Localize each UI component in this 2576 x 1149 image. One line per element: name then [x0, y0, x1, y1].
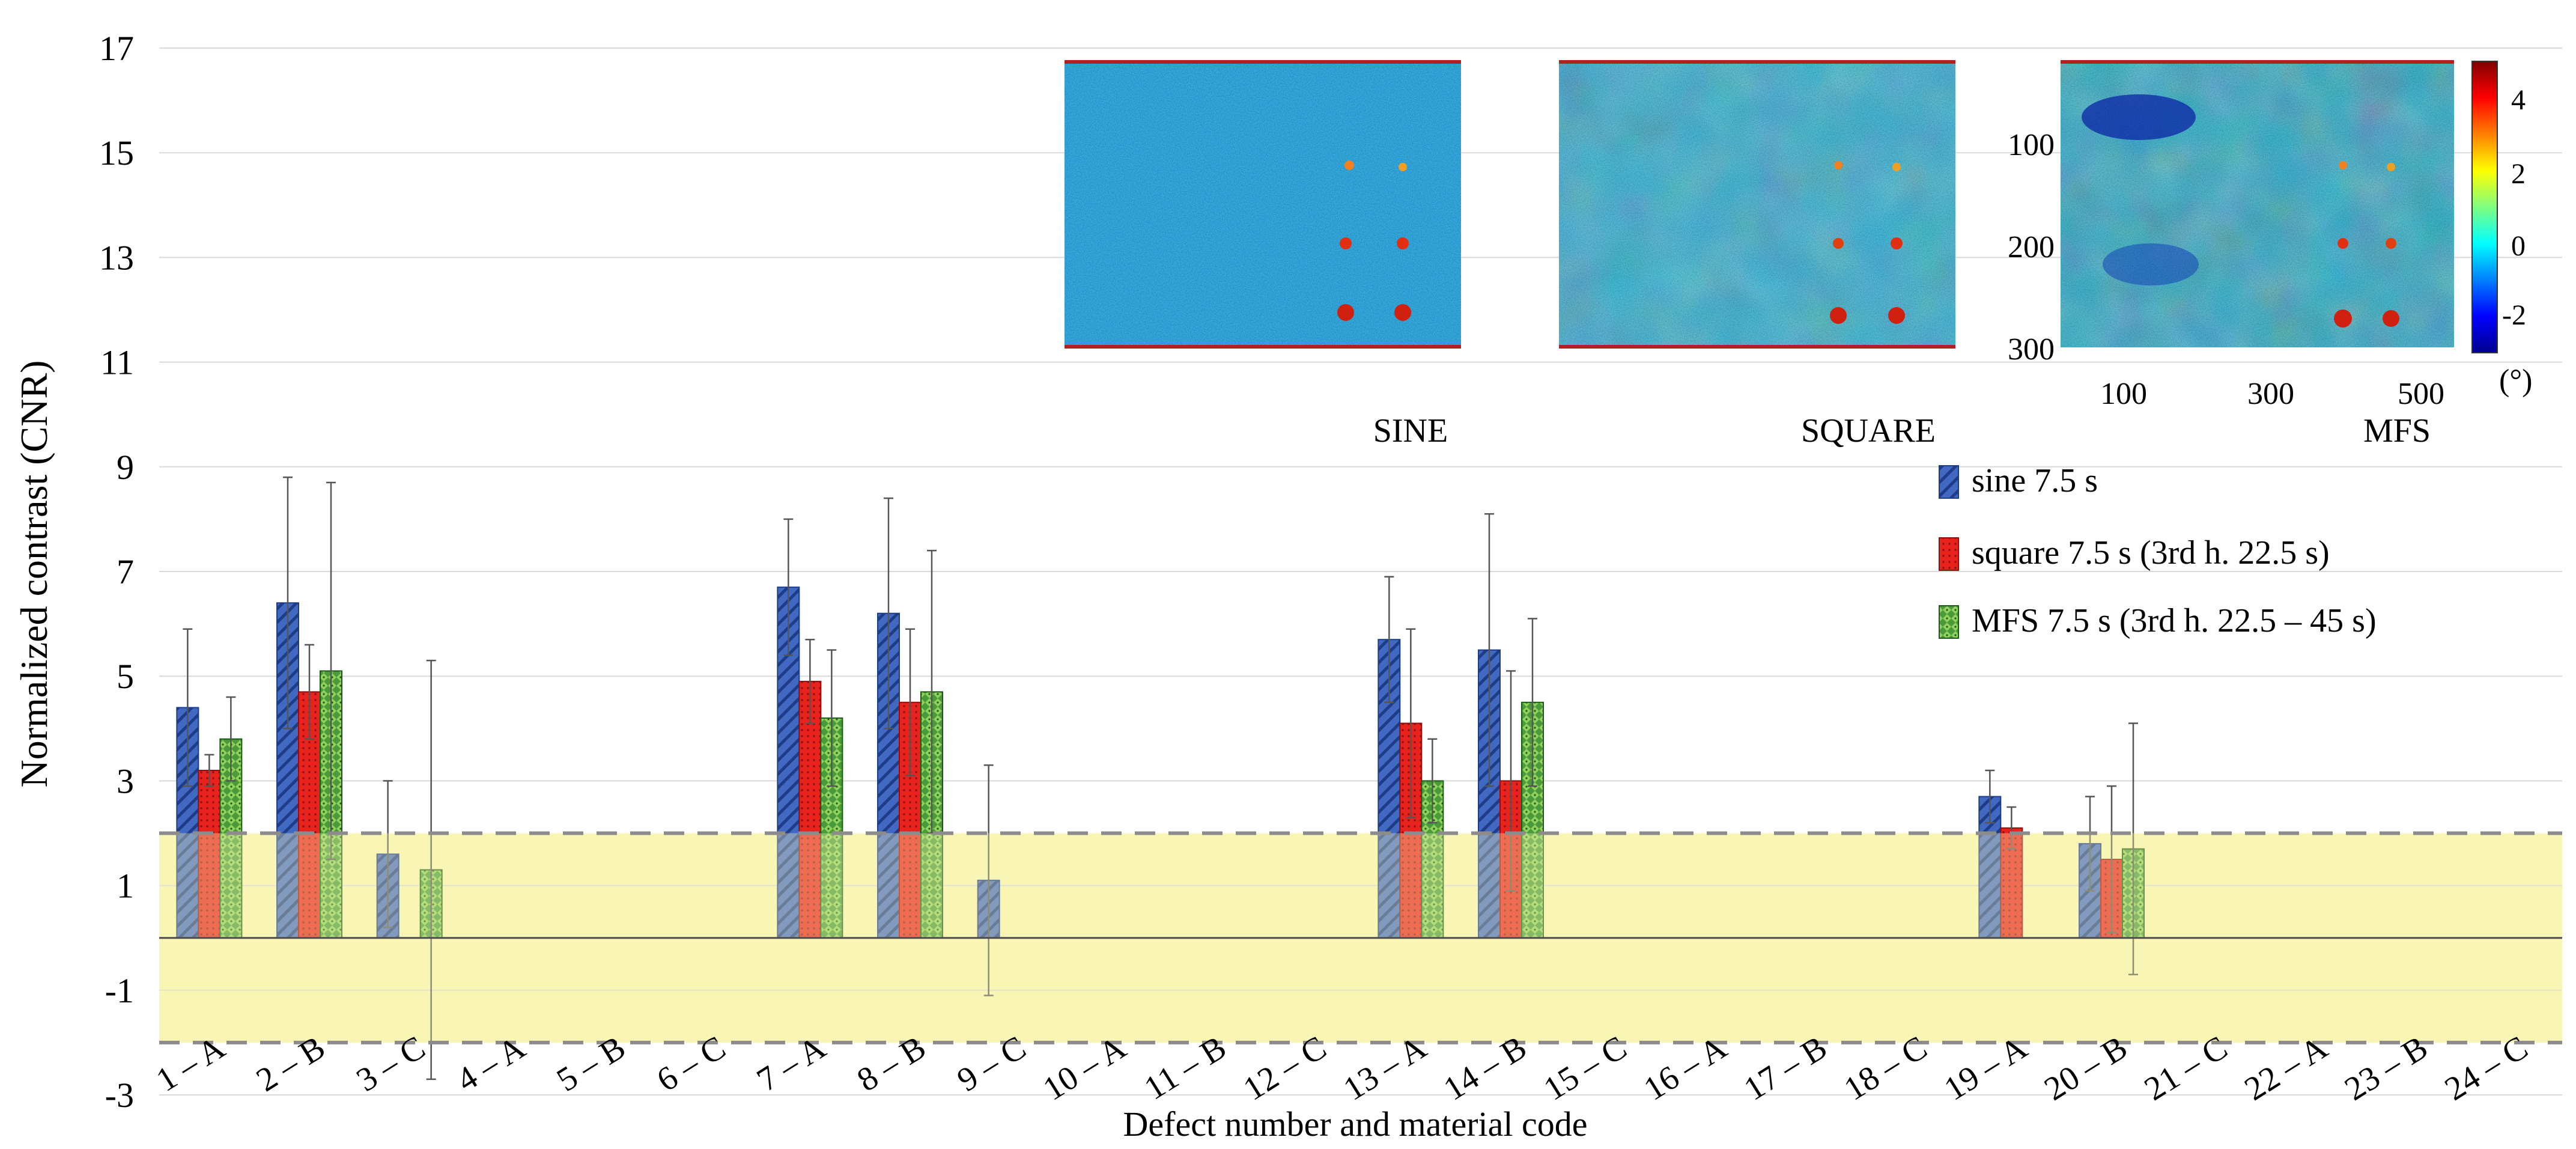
- legend-swatch-mfs: [1939, 606, 1958, 638]
- inset-phase-images: 100 200 300 100 300 500 4 2 0 -2 (°) SIN…: [1065, 60, 2532, 450]
- inset-panel-mfs: 100 200 300 100 300 500: [2008, 60, 2454, 411]
- y-tick-label: 5: [117, 657, 134, 696]
- colorbar-tick: 2: [2511, 158, 2526, 190]
- legend-label-mfs: MFS 7.5 s (3rd h. 22.5 – 45 s): [1972, 602, 2377, 639]
- colorbar-tick: 4: [2511, 84, 2526, 116]
- inset-xtick: 100: [2100, 377, 2147, 411]
- y-axis-title: Normalized contrast (CNR): [13, 361, 55, 788]
- y-tick-label: 15: [99, 133, 134, 172]
- inset-label-sine: SINE: [1373, 412, 1448, 450]
- x-axis-title: Defect number and material code: [1123, 1105, 1588, 1144]
- inset-xtick: 500: [2398, 377, 2444, 411]
- inset-ytick: 200: [2008, 230, 2055, 264]
- colorbar-unit: (°): [2499, 364, 2532, 398]
- y-tick-label: 1: [117, 867, 134, 906]
- legend-label-square: square 7.5 s (3rd h. 22.5 s): [1972, 534, 2330, 571]
- inset-panel-sine: [1065, 60, 1461, 349]
- inset-ytick: 100: [2008, 128, 2055, 162]
- legend: sine 7.5 s square 7.5 s (3rd h. 22.5 s) …: [1939, 462, 2377, 639]
- y-tick-label: -3: [105, 1076, 134, 1115]
- y-tick-label: 3: [117, 761, 134, 800]
- colorbar-tick: -2: [2502, 299, 2526, 331]
- colorbar-tick: 0: [2511, 230, 2526, 262]
- inset-label-square: SQUARE: [1801, 412, 1936, 450]
- inset-colorbar: 4 2 0 -2 (°): [2472, 61, 2532, 398]
- legend-swatch-sine: [1939, 466, 1958, 498]
- inset-panel-square: [1559, 60, 1955, 349]
- legend-label-sine: sine 7.5 s: [1972, 462, 2098, 499]
- y-tick-label: -1: [105, 971, 134, 1010]
- y-tick-label: 9: [117, 448, 134, 487]
- y-tick-label: 11: [100, 343, 134, 382]
- inset-ytick: 300: [2008, 332, 2055, 367]
- y-tick-label: 13: [99, 238, 134, 277]
- y-tick-label: 17: [99, 29, 134, 68]
- inset-label-mfs: MFS: [2363, 412, 2431, 450]
- legend-swatch-square: [1939, 538, 1958, 570]
- inset-xtick: 300: [2247, 377, 2294, 411]
- y-tick-label: 7: [117, 552, 134, 591]
- chart: -3-113579111315171 – A2 – B3 – C4 – A5 –…: [0, 0, 2576, 1149]
